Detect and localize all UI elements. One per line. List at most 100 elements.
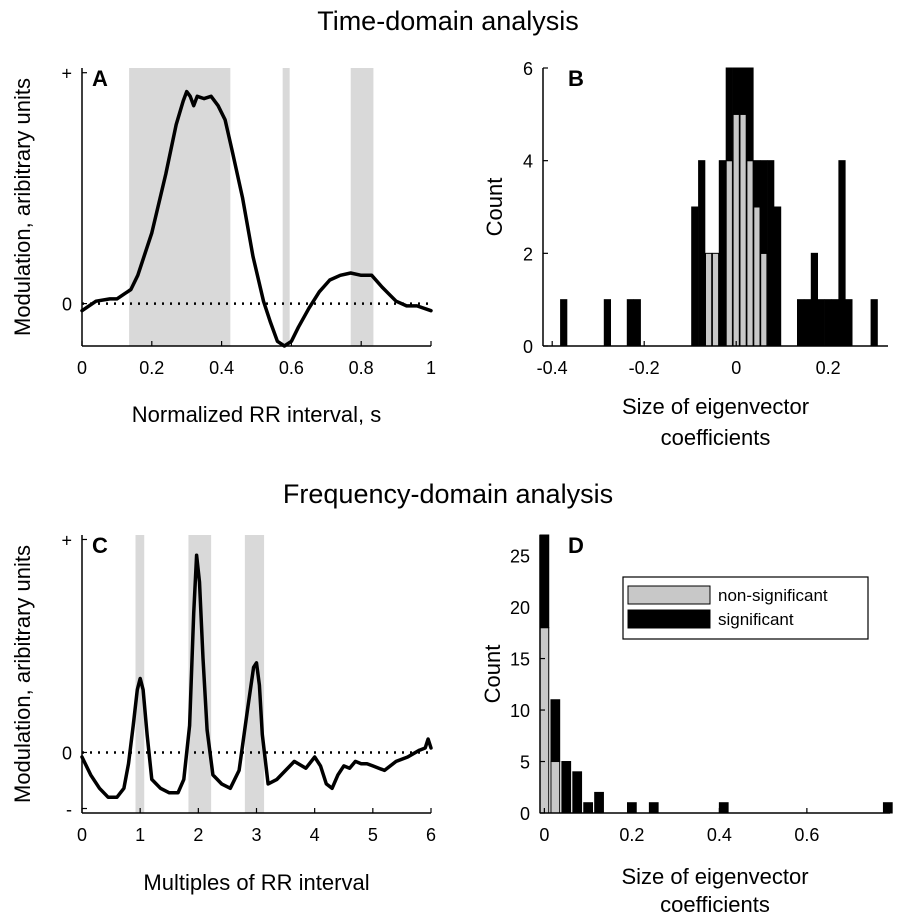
y-axis-label: Modulation, aribitrary units xyxy=(10,78,35,336)
x-tick-label-1: -0.2 xyxy=(629,358,660,378)
bar-non-significant-11 xyxy=(739,113,747,347)
x-axis-label-line-2: coefficients xyxy=(661,425,771,450)
bar-significant-25 xyxy=(870,299,878,347)
x-tick-label-6: 6 xyxy=(426,825,436,845)
x-tick-label-2: 0 xyxy=(731,358,741,378)
x-tick-label-0: -0.4 xyxy=(537,358,568,378)
y-tick-label-4: 20 xyxy=(510,598,530,618)
shaded-region-2 xyxy=(244,535,265,813)
modulation-line xyxy=(80,89,433,348)
bar-significant-10 xyxy=(732,67,740,115)
bar-significant-18 xyxy=(803,299,812,347)
bar-non-significant-13 xyxy=(753,206,761,347)
bar-significant-2 xyxy=(561,761,572,814)
y-tick-label-0: 0 xyxy=(523,337,533,357)
y-tick-label-0: - xyxy=(66,800,72,820)
chart-d: 0 0.2 0.4 0.6 0 5 10 15 20 25 D Count Size of eigenv… xyxy=(480,533,893,916)
x-axis-label: Multiples of RR interval xyxy=(143,870,369,895)
bar-significant-14 xyxy=(760,160,768,254)
x-axis-label-line-1: Size of eigenvector xyxy=(622,394,809,419)
x-tick-label-0: 0 xyxy=(77,358,87,378)
modulation-line xyxy=(80,553,433,800)
bar-significant-3 xyxy=(633,299,641,347)
x-tick-label-1: 0.2 xyxy=(619,825,644,845)
bar-significant-9 xyxy=(882,802,893,814)
panel-label-d: D xyxy=(568,533,584,558)
bar-significant-16 xyxy=(773,206,782,347)
bar-significant-13 xyxy=(753,160,761,208)
bar-significant-0 xyxy=(560,299,568,347)
x-tick-label-5: 1 xyxy=(426,358,436,378)
panel-label-b: B xyxy=(568,66,584,91)
shaded-region-0 xyxy=(135,535,145,813)
bar-non-significant-7 xyxy=(711,252,720,347)
x-axis-label-line-1: Size of eigenvector xyxy=(621,864,808,889)
y-axis-label: Modulation, aribitrary units xyxy=(10,545,35,803)
chart-b: -0.4 -0.2 0 0.2 0 2 4 6 B Count Size of eigenvecto… xyxy=(482,59,888,450)
y-tick-label-0: 0 xyxy=(520,804,530,824)
shaded-region-1 xyxy=(282,68,290,346)
bar-non-significant-0 xyxy=(539,627,550,814)
y-tick-label-3: 15 xyxy=(510,650,530,670)
x-axis-label-line-2: coefficients xyxy=(660,892,770,916)
bar-significant-23 xyxy=(838,160,846,347)
legend-label-0: non-significant xyxy=(718,586,828,605)
y-tick-label-1: + xyxy=(61,64,72,84)
bar-significant-2 xyxy=(626,299,635,347)
x-tick-label-0: 0 xyxy=(539,825,549,845)
bar-significant-4 xyxy=(583,802,593,814)
bar-significant-20 xyxy=(817,299,825,347)
bar-significant-7 xyxy=(648,802,659,814)
bar-non-significant-6 xyxy=(704,252,713,347)
bar-significant-17 xyxy=(796,299,805,347)
bar-non-significant-14 xyxy=(760,252,768,347)
chart-a: 0 0.2 0.4 0.6 0.8 1 0 + A Modulation, aribitrary … xyxy=(10,64,436,427)
x-tick-label-0: 0 xyxy=(77,825,87,845)
y-axis-label: Count xyxy=(482,178,507,237)
bar-significant-3 xyxy=(572,771,583,814)
x-tick-label-4: 0.8 xyxy=(349,358,374,378)
x-tick-label-2: 0.4 xyxy=(707,825,732,845)
bar-significant-1 xyxy=(550,699,561,763)
bar-significant-8 xyxy=(718,802,729,814)
bar-significant-12 xyxy=(746,67,754,162)
x-tick-label-5: 5 xyxy=(368,825,378,845)
panel-label-c: C xyxy=(92,533,108,558)
bar-significant-9 xyxy=(725,67,733,162)
bar-non-significant-12 xyxy=(746,160,754,347)
y-tick-label-2: 10 xyxy=(510,701,530,721)
x-tick-label-3: 0.6 xyxy=(794,825,819,845)
x-tick-label-4: 4 xyxy=(310,825,320,845)
bar-non-significant-1 xyxy=(550,761,561,814)
panel-label-a: A xyxy=(92,66,108,91)
bar-significant-21 xyxy=(824,299,832,347)
legend-swatch-0 xyxy=(627,585,711,605)
frequency-domain-title: Frequency-domain analysis xyxy=(283,479,613,509)
bar-significant-22 xyxy=(831,299,839,347)
bar-significant-5 xyxy=(594,791,604,814)
legend-swatch-1 xyxy=(627,609,711,629)
x-axis-label: Normalized RR interval, s xyxy=(132,402,381,427)
x-tick-label-1: 1 xyxy=(135,825,145,845)
x-tick-label-1: 0.2 xyxy=(139,358,164,378)
bar-significant-11 xyxy=(739,67,747,115)
bar-significant-15 xyxy=(767,160,775,347)
y-tick-label-1: 5 xyxy=(520,753,530,773)
y-tick-label-5: 25 xyxy=(510,547,530,567)
y-tick-label-2: + xyxy=(61,530,72,550)
bar-non-significant-10 xyxy=(732,113,740,347)
bar-non-significant-9 xyxy=(725,160,733,347)
bar-significant-8 xyxy=(718,160,727,347)
bar-significant-19 xyxy=(810,252,819,347)
y-tick-label-0: 0 xyxy=(62,295,72,315)
y-tick-label-3: 6 xyxy=(523,59,533,79)
bar-significant-0 xyxy=(539,534,550,629)
x-tick-label-2: 0.4 xyxy=(209,358,234,378)
time-domain-title: Time-domain analysis xyxy=(317,6,579,36)
x-tick-label-3: 0.2 xyxy=(816,358,841,378)
y-tick-label-2: 4 xyxy=(523,152,533,172)
y-axis-label: Count xyxy=(480,645,505,704)
bar-significant-4 xyxy=(691,206,699,347)
